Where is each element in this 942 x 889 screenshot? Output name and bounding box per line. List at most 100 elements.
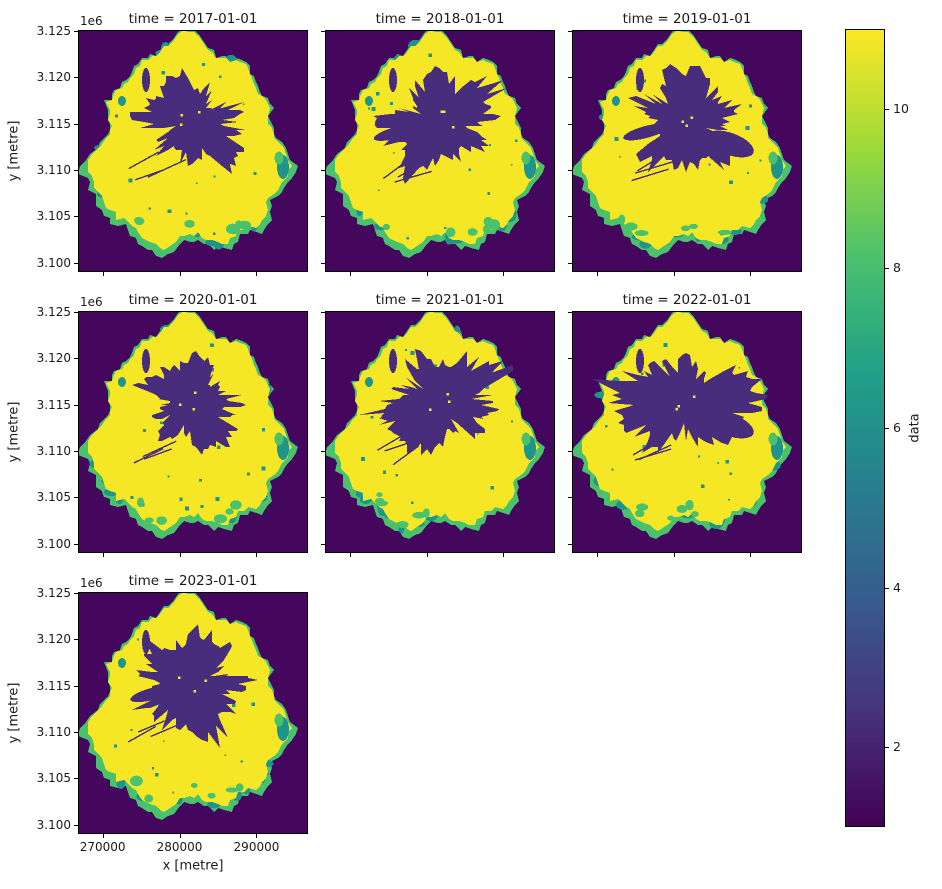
y-tick-mark: [321, 123, 325, 125]
y-tick-label: 3.100: [36, 255, 71, 270]
class-patch: [685, 499, 694, 511]
class-speck: [510, 164, 513, 166]
interior-caldera-region: [373, 66, 507, 184]
facet-title: time = 2022-01-01: [622, 292, 752, 308]
class-patch: [389, 68, 397, 92]
class-speck: [155, 773, 159, 777]
class-patch: [396, 521, 409, 529]
class-patch: [225, 223, 240, 235]
y-tick-mark: [74, 77, 78, 79]
class-patch: [225, 787, 239, 793]
colorbar-tick-label: 10: [893, 100, 909, 116]
class-speck: [618, 155, 621, 158]
class-speck: [137, 638, 139, 641]
class-speck: [477, 433, 479, 435]
facet-title: time = 2018-01-01: [375, 11, 505, 27]
class-patch: [446, 227, 456, 238]
y-tick-mark: [321, 543, 325, 545]
class-patch: [389, 349, 397, 373]
class-speck: [443, 110, 446, 114]
interior-streak: [142, 440, 177, 458]
y-tick-mark: [568, 358, 572, 360]
class-patch: [238, 220, 252, 230]
class-speck: [440, 110, 443, 114]
class-speck: [242, 103, 245, 106]
y-tick-label: 3.100: [36, 817, 71, 832]
interior-streak: [147, 158, 187, 178]
y-tick-label: 3.125: [36, 585, 71, 600]
y-tick-label: 3.120: [36, 351, 71, 366]
class-patch: [274, 432, 284, 446]
class-speck: [114, 744, 118, 748]
class-speck: [200, 504, 204, 508]
raster-map: [573, 31, 801, 271]
class-speck: [180, 114, 184, 117]
raster-map: [79, 312, 307, 552]
class-patch: [375, 497, 385, 505]
class-speck: [194, 391, 197, 394]
class-speck: [192, 408, 196, 411]
interior-streak: [128, 151, 160, 170]
class-patch: [412, 511, 426, 519]
class-speck: [232, 703, 236, 707]
y-tick-mark: [568, 543, 572, 545]
class-patch: [137, 497, 145, 508]
class-speck: [376, 92, 380, 96]
x-tick-mark: [179, 834, 181, 838]
class-patch: [142, 68, 150, 92]
class-speck: [213, 232, 216, 236]
class-speck: [642, 445, 646, 449]
class-speck: [690, 116, 693, 119]
y-tick-mark: [74, 778, 78, 780]
class-speck: [261, 466, 266, 471]
class-speck: [681, 120, 684, 124]
facet-panel-2019-01-01: time = 2019-01-01: [572, 11, 802, 272]
facet-panel-2018-01-01: time = 2018-01-01: [325, 11, 555, 272]
class-speck: [184, 506, 189, 511]
class-patch: [612, 96, 620, 106]
x-tick-mark: [426, 553, 428, 557]
y-tick-mark: [321, 358, 325, 360]
interior-streak: [127, 725, 157, 743]
y-tick-label: 3.125: [36, 23, 71, 38]
class-speck: [253, 171, 257, 175]
colorbar-tick-label: 6: [893, 420, 901, 435]
class-speck: [446, 393, 450, 396]
facet-title: time = 2021-01-01: [375, 292, 505, 308]
class-patch: [156, 516, 167, 525]
class-patch: [134, 217, 145, 226]
class-speck: [433, 364, 437, 369]
x-tick-label: 280000: [156, 840, 203, 854]
class-speck: [490, 485, 494, 490]
class-speck: [180, 123, 183, 127]
class-patch: [634, 230, 649, 237]
class-speck: [161, 70, 166, 75]
interior-caldera-region: [132, 351, 246, 455]
x-tick-mark: [102, 834, 104, 838]
y-tick-mark: [568, 262, 572, 264]
interior-streak: [382, 161, 407, 180]
y-axis-label: y [metre]: [6, 682, 22, 744]
class-speck: [196, 182, 198, 184]
class-patch: [618, 214, 626, 225]
class-speck: [468, 168, 471, 171]
colorbar-tick-mark: [885, 428, 889, 429]
class-speck: [643, 79, 646, 83]
class-speck: [675, 408, 679, 411]
interior-west-arm: [373, 123, 425, 141]
class-patch: [768, 151, 778, 165]
y-tick-mark: [74, 543, 78, 545]
class-speck: [185, 212, 188, 215]
y-tick-mark: [74, 592, 78, 594]
y-tick-mark: [568, 170, 572, 171]
class-speck: [210, 343, 214, 347]
class-speck: [700, 484, 705, 488]
class-patch: [144, 794, 154, 803]
class-patch: [225, 508, 234, 515]
y-tick-mark: [568, 451, 572, 452]
y-tick-mark: [321, 77, 325, 79]
colorbar-label: data: [907, 413, 923, 443]
class-patch: [191, 782, 198, 788]
class-speck: [717, 462, 720, 464]
